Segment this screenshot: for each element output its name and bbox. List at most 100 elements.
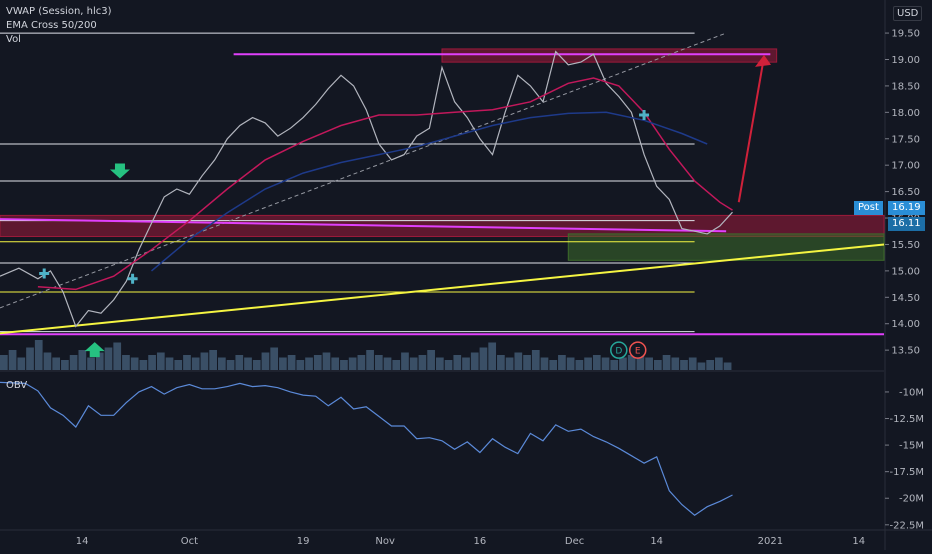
volume-bar [636, 352, 645, 370]
volume-bar [444, 360, 453, 370]
series-ema200 [151, 111, 708, 272]
volume-bar [95, 352, 104, 370]
obv-tick-label: -12.5M [889, 414, 924, 425]
earnings-marker-label: E [635, 347, 641, 357]
obv-tick-label: -22.5M [889, 520, 924, 531]
volume-bar [435, 357, 444, 370]
post-label-tag: Post [854, 201, 883, 215]
volume-bar [592, 355, 601, 370]
post-price-tag: 16.19 [888, 201, 925, 215]
trendline-magenta-2 [0, 218, 727, 233]
volume-bar [340, 360, 348, 370]
volume-bar [697, 362, 706, 370]
price-tick-label: 13.50 [891, 346, 920, 357]
volume-bar [374, 355, 383, 370]
volume-bar [156, 352, 165, 370]
volume-bar [165, 357, 174, 370]
forecast-arrow-head [755, 54, 772, 67]
volume-bar [401, 352, 409, 370]
volume-bar [287, 355, 296, 370]
time-tick-label: 14 [852, 536, 865, 547]
volume-bar [34, 340, 43, 370]
time-tick-label: 14 [76, 536, 89, 547]
legend-ema-cross[interactable]: EMA Cross 50/200 [6, 20, 97, 31]
volume-bar [130, 357, 139, 370]
price-tick-label: 17.50 [891, 134, 920, 145]
volume-bar [610, 360, 619, 370]
obv-line [0, 381, 733, 516]
volume-bar [322, 352, 331, 370]
volume-bar [209, 350, 217, 370]
volume-bar [191, 357, 200, 370]
legend-obv[interactable]: OBV [6, 380, 28, 391]
volume-bar [348, 357, 357, 370]
volume-bar [453, 355, 462, 370]
volume-bar [331, 357, 340, 370]
time-tick-label: 19 [297, 536, 310, 547]
price-tick-label: 14.50 [891, 293, 920, 304]
volume-bar [244, 357, 252, 370]
dividend-marker-label: D [615, 347, 622, 357]
earnings-marker-icon [628, 341, 647, 359]
trendline-gray-dashed-1 [0, 32, 727, 309]
volume-bar [183, 355, 191, 370]
volume-bar [427, 350, 435, 370]
volume-bar [488, 342, 497, 370]
forecast-arrow-line [737, 56, 766, 203]
volume-bar [671, 357, 680, 370]
price-tick-label: 18.50 [891, 81, 920, 92]
volume-bar [200, 352, 209, 370]
volume-bar [43, 352, 52, 370]
zone-green-2 [567, 233, 885, 261]
cross-marker-icon [39, 268, 50, 279]
volume-bar [261, 352, 270, 370]
time-tick-label: 16 [474, 536, 487, 547]
obv-tick-label: -15M [899, 441, 924, 452]
volume-bar [383, 357, 392, 370]
volume-bar [366, 350, 374, 370]
volume-bar [566, 357, 575, 370]
volume-bar [470, 352, 479, 370]
volume-bar [523, 355, 531, 370]
volume-bar [235, 355, 244, 370]
volume-bar [252, 360, 261, 370]
volume-bar [296, 360, 305, 370]
currency-badge[interactable]: USD [893, 6, 923, 21]
volume-bar [715, 357, 723, 370]
volume-bar [270, 347, 279, 370]
volume-bar [558, 355, 566, 370]
volume-bar [627, 355, 636, 370]
legend-volume[interactable]: Vol [6, 34, 21, 45]
trendline-yellow-0 [0, 243, 885, 335]
volume-bar [662, 355, 671, 370]
buy-arrow-down-icon [109, 163, 130, 179]
zone-red-0 [441, 48, 778, 63]
volume-bar [540, 357, 549, 370]
time-tick-label: Nov [375, 536, 395, 547]
price-tick-label: 14.00 [891, 319, 920, 330]
volume-bar [313, 355, 322, 370]
volume-bar [619, 357, 627, 370]
price-series [0, 50, 733, 516]
obv-tick-label: -20M [899, 494, 924, 505]
price-tick-label: 15.50 [891, 240, 920, 251]
zones [0, 48, 885, 261]
volume-bar [69, 355, 78, 370]
volume-bar [0, 355, 8, 370]
time-tick-label: 2021 [758, 536, 783, 547]
volume-bar [113, 342, 122, 370]
legend-vwap[interactable]: VWAP (Session, hlc3) [6, 6, 112, 17]
volume-bar [688, 357, 697, 370]
volume-bar [601, 357, 610, 370]
dividend-marker-icon [610, 341, 628, 359]
volume-bar [174, 360, 183, 370]
buy-arrow-up-icon [84, 342, 105, 358]
volume-bar [645, 357, 653, 370]
volume-bar [87, 357, 95, 370]
cross-marker-icon [639, 109, 650, 120]
volume-bar [706, 360, 715, 370]
volume-bar [505, 357, 514, 370]
